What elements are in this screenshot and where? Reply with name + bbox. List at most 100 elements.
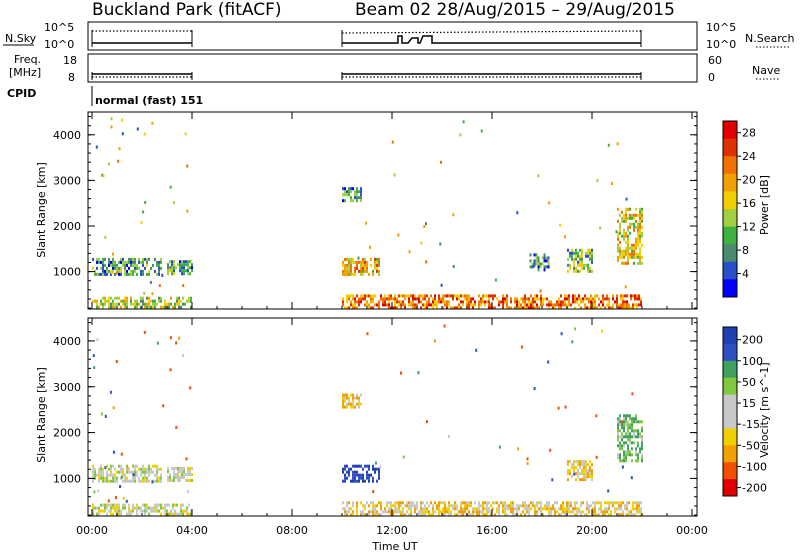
echo-cell — [346, 405, 348, 409]
echo-cell — [608, 507, 610, 511]
echo-cell — [626, 513, 628, 517]
y-tick-label: 3000 — [53, 381, 81, 394]
echo-cell — [534, 510, 536, 514]
echo-cell — [376, 260, 378, 264]
echo-cell — [621, 261, 623, 265]
echo-cell — [358, 300, 360, 304]
echo-cell — [100, 476, 102, 480]
echo-cell — [360, 260, 362, 264]
echo-cell — [378, 300, 380, 304]
echo-cell — [448, 294, 450, 298]
echo-cell — [544, 504, 546, 508]
echo-cell — [360, 272, 362, 276]
echo-cell — [576, 501, 578, 505]
echo-cell — [456, 504, 458, 508]
echo-cell — [627, 246, 629, 250]
echo-cell — [498, 504, 500, 508]
echo-cell — [633, 249, 635, 253]
echo-cell — [618, 513, 620, 517]
echo-cell — [585, 254, 587, 258]
echo-cell — [183, 470, 185, 473]
echo-cell — [635, 243, 637, 247]
echo-cell — [126, 479, 128, 483]
echo-cell — [614, 507, 616, 511]
echo-cell — [584, 513, 586, 517]
echo-cell — [388, 510, 390, 514]
scatter-echo — [452, 265, 455, 268]
scatter-echo — [379, 465, 382, 469]
echo-cell — [354, 269, 356, 273]
echo-cell — [178, 299, 180, 303]
echo-cell — [496, 501, 498, 505]
echo-cell — [488, 507, 490, 511]
echo-cell — [356, 300, 358, 304]
echo-cell — [585, 460, 587, 464]
echo-cell — [376, 269, 378, 273]
echo-cell — [482, 507, 484, 511]
echo-cell — [625, 453, 627, 457]
scatter-echo — [117, 159, 120, 163]
echo-cell — [628, 513, 630, 517]
echo-cell — [114, 263, 116, 267]
echo-cell — [108, 269, 110, 273]
echo-cell — [623, 228, 625, 232]
echo-cell — [406, 504, 408, 508]
scatter-echo — [494, 278, 497, 282]
echo-cell — [618, 303, 620, 307]
echo-cell — [567, 248, 569, 252]
echo-cell — [344, 467, 346, 471]
echo-cell — [587, 463, 589, 467]
echo-cell — [94, 473, 96, 477]
echo-cell — [167, 263, 169, 267]
echo-cell — [591, 472, 593, 476]
echo-cell — [177, 263, 179, 267]
noise-panel: N.Sky 10^5 10^0 10^5 10^0 N.Search — [3, 21, 795, 51]
echo-cell — [562, 510, 564, 514]
echo-cell — [617, 456, 619, 460]
echo-cell — [576, 513, 578, 517]
echo-cell — [535, 259, 538, 263]
echo-cell — [446, 306, 448, 310]
echo-cell — [342, 193, 344, 197]
echo-cell — [112, 479, 114, 483]
echo-cell — [346, 510, 348, 514]
x-tick-label: 08:00 — [276, 524, 308, 537]
echo-cell — [438, 300, 440, 304]
echo-cell — [623, 435, 625, 439]
echo-cell — [623, 417, 625, 421]
echo-cell — [622, 300, 624, 304]
echo-cell — [450, 504, 452, 508]
echo-cell — [191, 479, 193, 482]
echo-cell — [356, 473, 358, 477]
echo-cell — [160, 476, 162, 480]
echo-cell — [148, 272, 150, 276]
echo-cell — [366, 473, 368, 477]
scatter-echo — [498, 445, 501, 449]
echo-cell — [114, 266, 116, 270]
echo-cell — [372, 479, 374, 483]
echo-cell — [350, 513, 352, 517]
echo-cell — [176, 299, 178, 303]
echo-cell — [114, 503, 116, 507]
echo-cell — [632, 303, 634, 307]
echo-cell — [368, 473, 370, 477]
echo-cell — [536, 294, 538, 298]
echo-cell — [120, 257, 122, 261]
echo-cell — [623, 459, 625, 463]
echo-cell — [617, 426, 619, 430]
echo-cell — [462, 510, 464, 514]
echo-cell — [524, 504, 526, 508]
echo-cell — [400, 306, 402, 310]
echo-cell — [438, 507, 440, 511]
echo-cell — [639, 231, 641, 235]
scatter-echo — [517, 447, 520, 451]
echo-cell — [594, 510, 596, 514]
echo-cell — [156, 260, 158, 264]
echo-cell — [476, 510, 478, 514]
echo-cell — [622, 513, 624, 517]
echo-cell — [582, 300, 584, 304]
echo-cell — [110, 473, 112, 477]
echo-cell — [448, 501, 450, 505]
echo-cell — [627, 423, 629, 427]
